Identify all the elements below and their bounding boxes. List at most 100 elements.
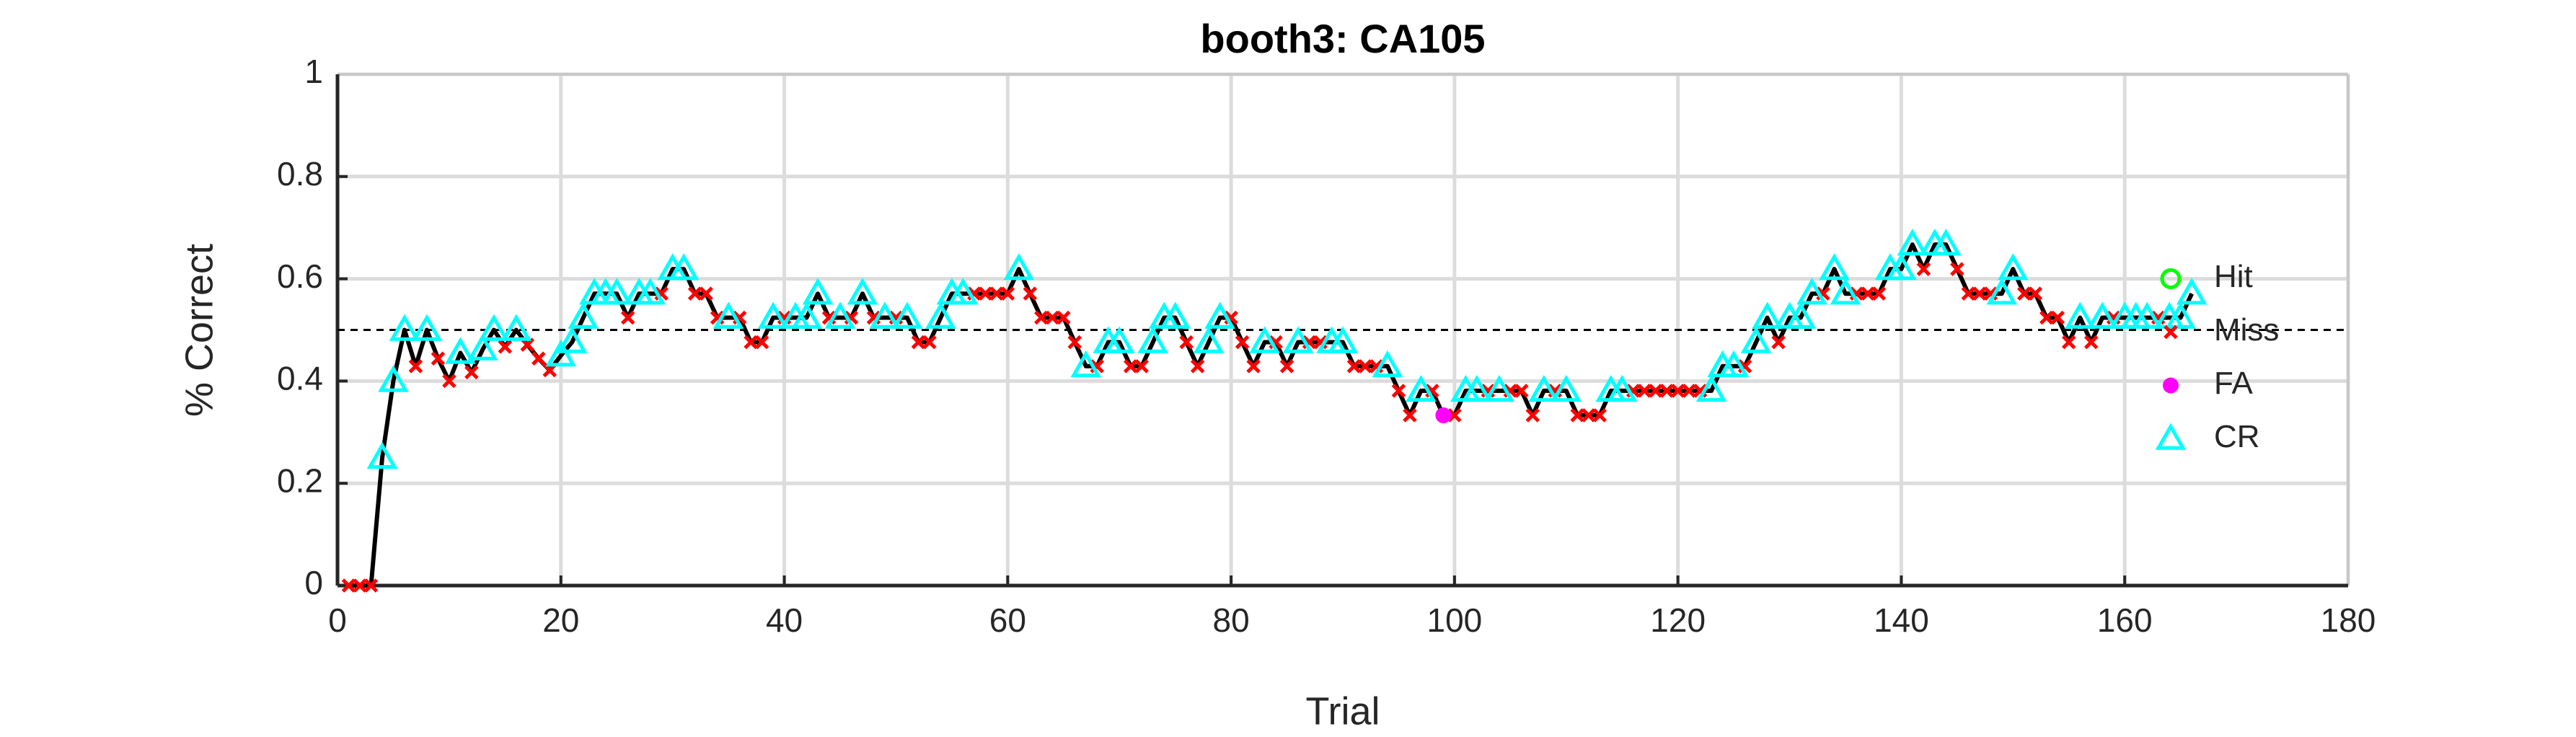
- marker-cross: [1045, 310, 1060, 325]
- marker-cross: [442, 374, 456, 389]
- marker-triangle: [1372, 350, 1403, 378]
- marker-cross: [1179, 335, 1194, 350]
- marker-cross: [1346, 359, 1362, 374]
- x-tick-label: 140: [1874, 601, 1929, 639]
- marker-cross: [699, 286, 713, 301]
- marker-triangle: [1886, 253, 1917, 281]
- marker-cross: [1447, 408, 1462, 423]
- marker-triangle: [802, 278, 834, 305]
- marker-triangle: [1606, 374, 1638, 402]
- legend-label: CR: [2214, 419, 2260, 454]
- marker-cross: [408, 359, 423, 374]
- marker-triangle: [791, 301, 822, 329]
- marker-triangle: [2176, 278, 2207, 305]
- marker-triangle: [2086, 301, 2118, 329]
- legend-label: Miss: [2214, 312, 2279, 348]
- marker-triangle: [1931, 229, 1962, 256]
- legend: Hit Miss FA CR: [2155, 259, 2279, 454]
- marker-triangle: [389, 314, 420, 341]
- marker-cross: [978, 286, 993, 301]
- marker-cross: [1682, 384, 1696, 398]
- marker-triangle: [366, 441, 398, 469]
- marker-cross: [2028, 286, 2043, 301]
- marker-triangle: [411, 314, 443, 341]
- x-tick-label: 160: [2097, 601, 2153, 639]
- x-tick-label: 120: [1650, 601, 1706, 639]
- marker-triangle: [1282, 326, 1314, 353]
- marker-triangle: [445, 337, 476, 364]
- marker-cross: [744, 335, 758, 350]
- marker-cross: [1570, 408, 1585, 423]
- marker-cross: [1514, 384, 1529, 398]
- marker-dot: [2163, 377, 2179, 394]
- marker-triangle: [1551, 374, 1582, 402]
- marker-cross: [1637, 384, 1651, 398]
- marker-dot: [1435, 407, 1452, 423]
- marker-triangle: [869, 301, 901, 329]
- marker-cross: [1358, 359, 1372, 374]
- marker-cross: [911, 335, 926, 350]
- marker-cross: [1123, 359, 1138, 374]
- marker-triangle: [1160, 301, 1191, 329]
- marker-cross: [464, 365, 479, 380]
- marker-cross: [2039, 310, 2054, 325]
- marker-triangle: [378, 365, 409, 392]
- marker-cross: [498, 340, 513, 354]
- marker-triangle: [1193, 326, 1225, 353]
- marker-cross: [1403, 408, 1417, 423]
- marker-triangle: [668, 253, 700, 281]
- marker-cross: [1023, 286, 1038, 301]
- marker-cross: [989, 286, 1004, 301]
- x-tick-label: 100: [1427, 601, 1483, 639]
- marker-cross: [922, 335, 937, 350]
- legend-label: FA: [2214, 366, 2253, 401]
- marker-triangle: [891, 301, 923, 329]
- marker-triangle: [1003, 253, 1035, 281]
- marker-cross: [1067, 335, 1082, 350]
- marker-cross: [1034, 310, 1049, 325]
- marker-triangle: [1752, 301, 1783, 329]
- marker-cross: [2050, 310, 2065, 325]
- marker-triangle: [635, 278, 666, 305]
- marker-triangle: [2131, 301, 2163, 329]
- marker-cross: [431, 351, 446, 366]
- marker-triangle: [1986, 278, 2018, 305]
- marker-cross: [1871, 286, 1887, 301]
- marker-triangle: [1819, 253, 1850, 281]
- marker-cross: [1592, 408, 1607, 423]
- marker-cross: [353, 578, 367, 593]
- marker-cross: [1659, 384, 1674, 398]
- marker-triangle: [545, 339, 577, 367]
- marker-cross: [1861, 286, 1875, 301]
- marker-cross: [363, 578, 379, 593]
- marker-triangle: [1897, 229, 1928, 256]
- series-2: [1435, 407, 1452, 423]
- marker-cross: [2083, 335, 2099, 350]
- x-tick-label: 20: [542, 601, 579, 639]
- marker-triangle: [556, 326, 588, 353]
- marker-cross: [1391, 384, 1406, 398]
- y-tick-label: 0.8: [277, 155, 323, 193]
- marker-triangle: [948, 278, 979, 305]
- marker-cross: [1525, 408, 1540, 423]
- x-tick-label: 0: [328, 601, 347, 639]
- marker-cross: [1771, 335, 1786, 350]
- marker-triangle: [847, 278, 878, 305]
- marker-triangle: [1695, 374, 1727, 402]
- marker-triangle: [1830, 278, 1861, 305]
- marker-triangle: [1461, 374, 1493, 402]
- marker-triangle: [2064, 301, 2096, 329]
- marker-cross: [687, 286, 702, 301]
- marker-triangle: [1740, 326, 1772, 353]
- marker-triangle: [478, 314, 510, 341]
- marker-cross: [1581, 408, 1596, 423]
- y-tick-label: 0: [304, 564, 323, 601]
- y-tick-label: 0.2: [277, 462, 323, 499]
- y-tick-label: 1: [304, 53, 323, 90]
- series-1: [341, 262, 2166, 593]
- marker-triangle: [1998, 253, 2029, 281]
- x-tick-label: 180: [2321, 601, 2376, 639]
- marker-triangle: [1483, 374, 1515, 402]
